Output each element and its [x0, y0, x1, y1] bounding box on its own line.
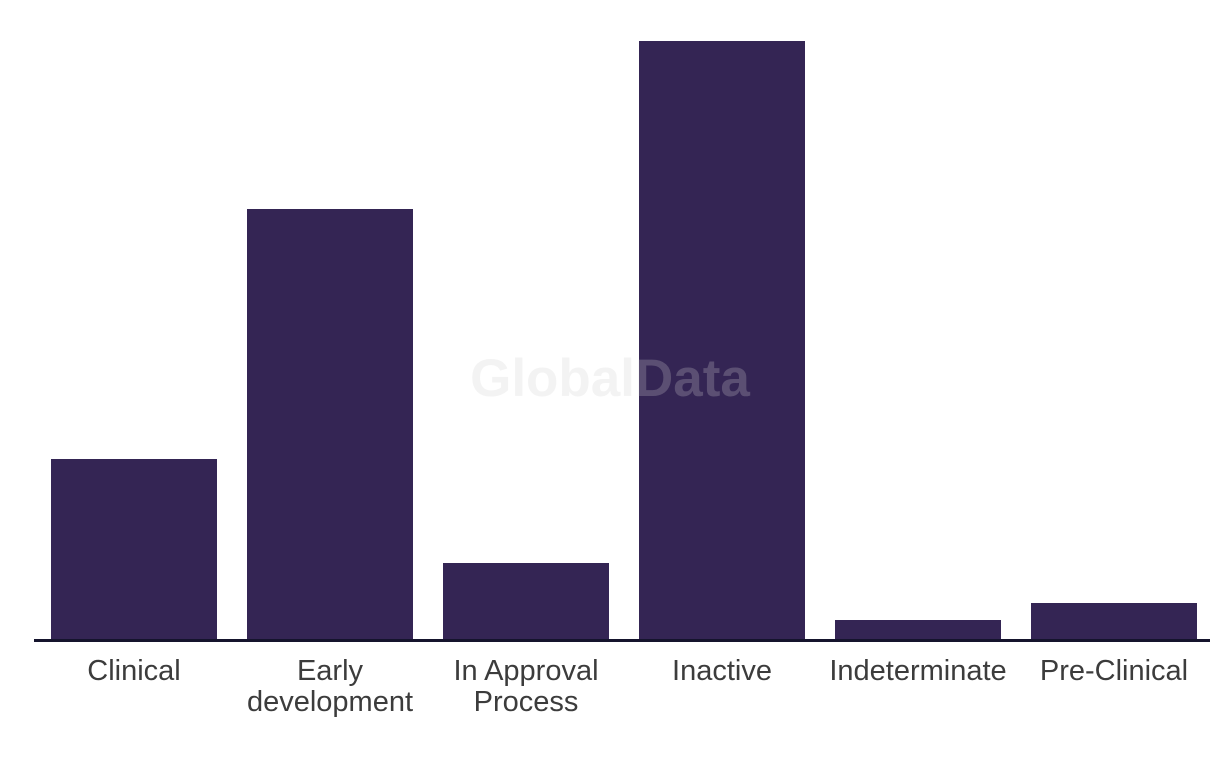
category-label-early-development: Early development — [246, 655, 414, 718]
category-label-clinical: Clinical — [87, 655, 181, 687]
bar-inactive[interactable] — [639, 41, 805, 639]
bar-pre-clinical[interactable] — [1031, 603, 1197, 639]
bar-clinical[interactable] — [51, 459, 217, 639]
category-label-indeterminate: Indeterminate — [829, 655, 1007, 687]
bar-early-development[interactable] — [247, 209, 413, 639]
category-label-inactive: Inactive — [672, 655, 772, 687]
category-label-in-approval-process: In Approval Process — [453, 655, 599, 718]
bar-indeterminate[interactable] — [835, 620, 1001, 639]
bar-in-approval-process[interactable] — [443, 563, 609, 639]
category-label-pre-clinical: Pre-Clinical — [1039, 655, 1189, 687]
x-axis-line — [34, 639, 1210, 642]
globaldata-watermark: GlobalData — [470, 349, 750, 408]
